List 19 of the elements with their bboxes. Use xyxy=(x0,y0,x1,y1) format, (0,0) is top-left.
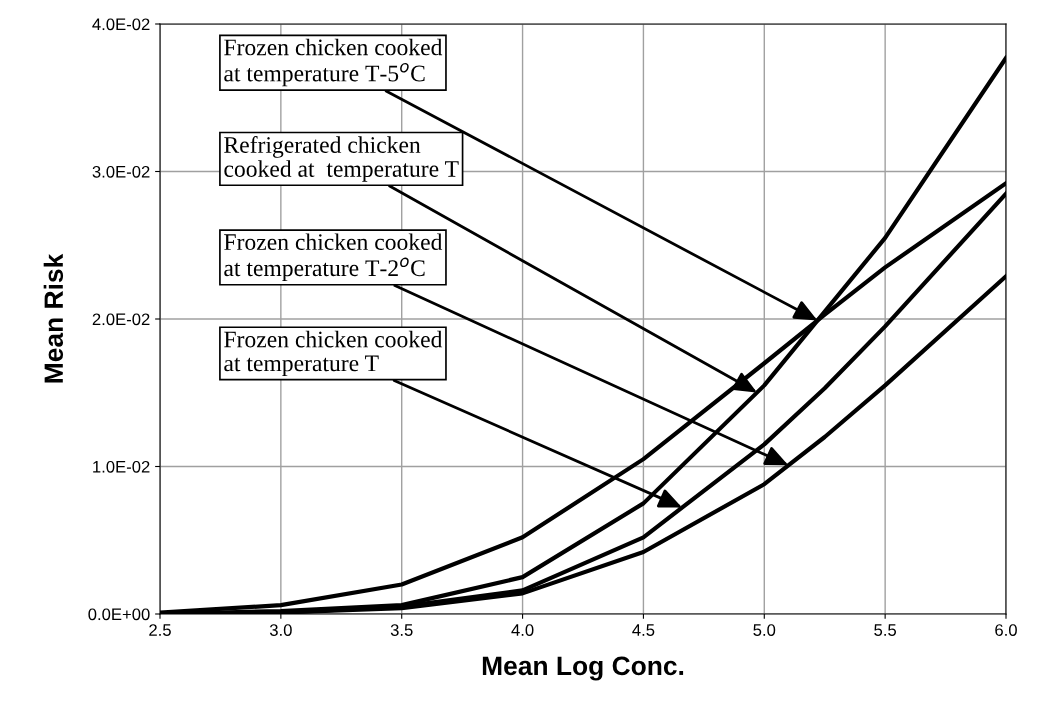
y-tick-label: 0.0E+00 xyxy=(88,608,150,621)
annotation: Frozen chicken cooked at temperature T-2$^{o}$C xyxy=(224,233,443,281)
x-tick-label: 2.5 xyxy=(149,624,171,636)
x-axis-title: Mean Log Conc. xyxy=(482,656,684,681)
y-tick-label: 3.0E-02 xyxy=(92,165,150,178)
x-tick-label: 4.5 xyxy=(632,624,655,636)
x-tick-label: 3.5 xyxy=(390,624,413,636)
y-tick-label: 1.0E-02 xyxy=(93,460,150,473)
y-tick-label: 2.0E-02 xyxy=(92,313,150,326)
annotation: Frozen chicken cooked at temperature T-5$^{o}$C xyxy=(224,38,443,87)
x-tick-label: 5.5 xyxy=(874,624,897,636)
x-tick-label: 5.0 xyxy=(753,624,776,636)
x-tick-label: 6.0 xyxy=(995,624,1017,636)
y-axis-title: Mean Risk xyxy=(43,253,64,383)
x-tick-label: 4.0 xyxy=(511,624,534,636)
annotation: Refrigerated chicken cooked at temperature T xyxy=(224,136,459,182)
x-tick-label: 3.0 xyxy=(269,624,292,636)
annotation: Frozen chicken cooked at temperature T xyxy=(224,330,443,377)
y-tick-label: 4.0E-02 xyxy=(92,18,150,31)
